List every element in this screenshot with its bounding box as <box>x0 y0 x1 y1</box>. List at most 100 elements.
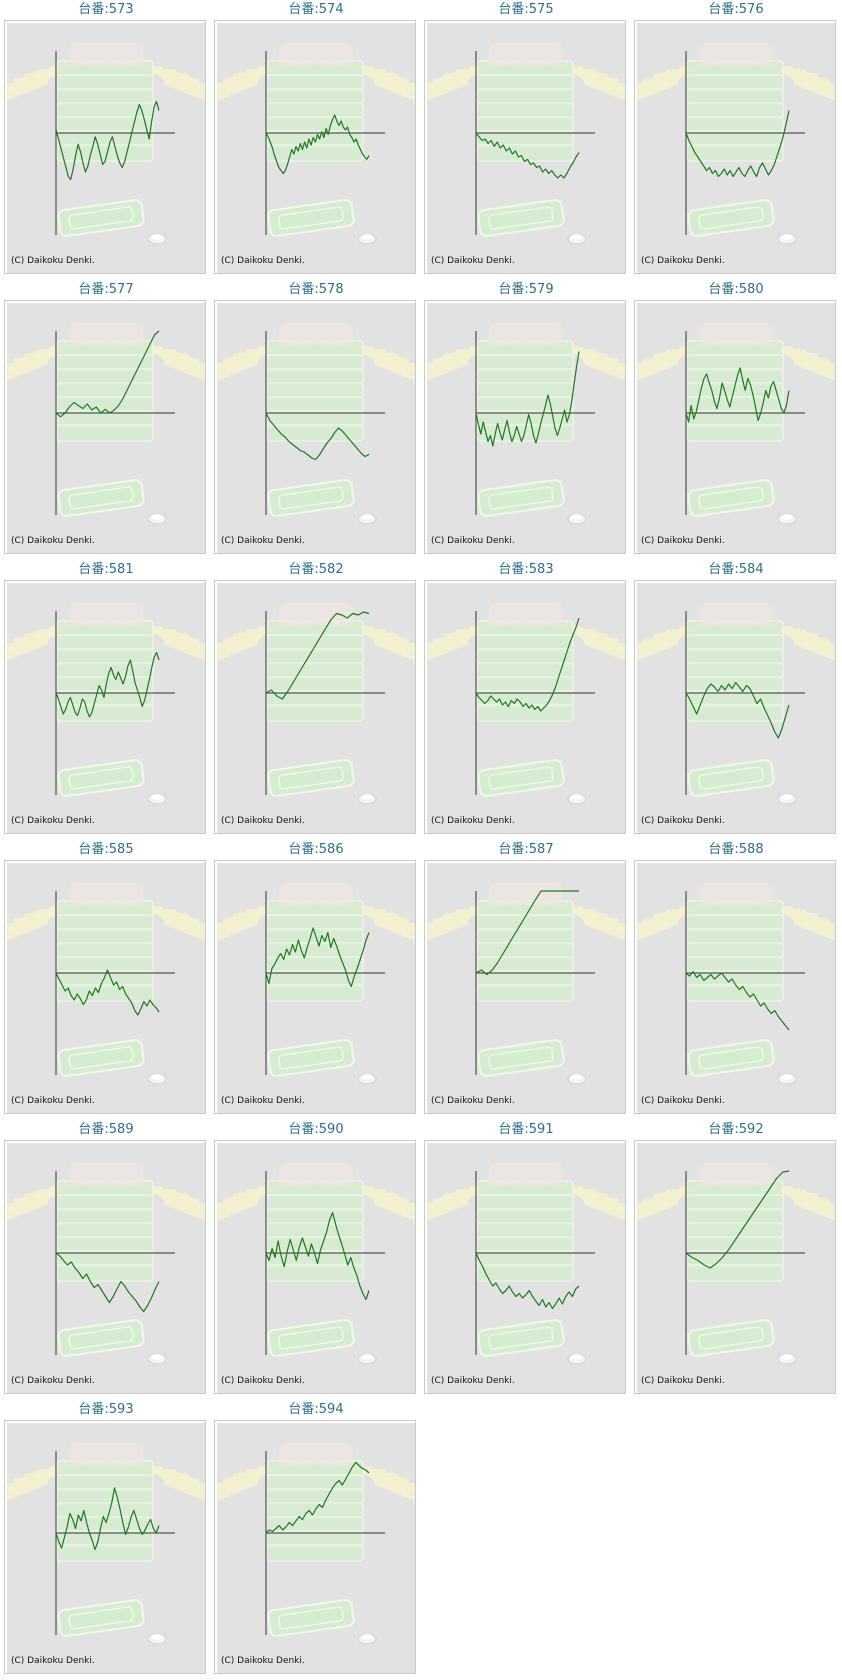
data-series-line <box>685 970 790 1031</box>
data-series-line <box>55 100 160 181</box>
data-series-line <box>265 927 370 988</box>
chart-panel: (C) Daikoku Denki. <box>424 20 626 274</box>
background-decoration <box>7 23 205 273</box>
chart-svg <box>7 863 205 1113</box>
copyright-text: (C) Daikoku Denki. <box>641 256 725 266</box>
chart-svg <box>427 863 625 1113</box>
background-decoration <box>427 1143 625 1393</box>
copyright-text: (C) Daikoku Denki. <box>221 816 305 826</box>
copyright-text: (C) Daikoku Denki. <box>221 1376 305 1386</box>
chart-cell: 台番:588 (C) Daikoku Denki. <box>631 840 841 1120</box>
chart-panel: (C) Daikoku Denki. <box>424 580 626 834</box>
data-series-line <box>55 1487 160 1551</box>
copyright-text: (C) Daikoku Denki. <box>431 816 515 826</box>
background-decoration <box>217 303 415 553</box>
chart-cell: 台番:589 (C) Daikoku Denki. <box>1 1120 211 1400</box>
chart-title: 台番:593 <box>78 1402 134 1417</box>
background-decoration <box>217 583 415 833</box>
chart-cell: 台番:583 (C) Daikoku Denki. <box>421 560 631 840</box>
background-decoration <box>427 23 625 273</box>
chart-title: 台番:589 <box>78 1122 134 1137</box>
chart-panel: (C) Daikoku Denki. <box>214 1420 416 1674</box>
chart-panel: (C) Daikoku Denki. <box>4 1140 206 1394</box>
chart-svg <box>427 23 625 273</box>
data-series-line <box>685 367 790 423</box>
chart-svg <box>637 863 835 1113</box>
data-series-line <box>55 330 160 418</box>
copyright-text: (C) Daikoku Denki. <box>11 1656 95 1666</box>
chart-title: 台番:580 <box>708 282 764 297</box>
copyright-text: (C) Daikoku Denki. <box>221 1096 305 1106</box>
chart-title: 台番:581 <box>78 562 134 577</box>
chart-cell: 台番:575 (C) Daikoku Denki. <box>421 0 631 280</box>
data-series-line <box>475 1252 580 1310</box>
chart-title: 台番:583 <box>498 562 554 577</box>
chart-svg <box>637 583 835 833</box>
chart-panel: (C) Daikoku Denki. <box>214 300 416 554</box>
chart-cell: 台番:593 (C) Daikoku Denki. <box>1 1400 211 1680</box>
chart-title: 台番:590 <box>288 1122 344 1137</box>
data-series-line <box>685 1170 790 1269</box>
chart-title: 台番:585 <box>78 842 134 857</box>
chart-title: 台番:573 <box>78 2 134 17</box>
background-decoration <box>217 1423 415 1673</box>
data-series-line <box>265 611 370 700</box>
background-decoration <box>637 1143 835 1393</box>
chart-panel: (C) Daikoku Denki. <box>214 860 416 1114</box>
data-series-line <box>55 969 160 1016</box>
copyright-text: (C) Daikoku Denki. <box>221 536 305 546</box>
chart-title: 台番:592 <box>708 1122 764 1137</box>
chart-panel: (C) Daikoku Denki. <box>634 300 836 554</box>
chart-cell: 台番:574 (C) Daikoku Denki. <box>211 0 421 280</box>
data-series-line <box>685 681 790 739</box>
chart-panel: (C) Daikoku Denki. <box>4 1420 206 1674</box>
chart-panel: (C) Daikoku Denki. <box>424 860 626 1114</box>
chart-panel: (C) Daikoku Denki. <box>634 860 836 1114</box>
chart-cell: 台番:594 (C) Daikoku Denki. <box>211 1400 421 1680</box>
chart-svg <box>427 303 625 553</box>
chart-svg <box>7 583 205 833</box>
chart-cell: 台番:579 (C) Daikoku Denki. <box>421 280 631 560</box>
chart-cell: 台番:578 (C) Daikoku Denki. <box>211 280 421 560</box>
chart-title: 台番:582 <box>288 562 344 577</box>
chart-panel: (C) Daikoku Denki. <box>4 20 206 274</box>
data-series-line <box>475 132 580 179</box>
background-decoration <box>427 863 625 1113</box>
chart-panel: (C) Daikoku Denki. <box>4 860 206 1114</box>
chart-svg <box>217 1423 415 1673</box>
copyright-text: (C) Daikoku Denki. <box>431 256 515 266</box>
chart-svg <box>637 303 835 553</box>
chart-title: 台番:594 <box>288 1402 344 1417</box>
data-series-line <box>265 1461 370 1534</box>
background-decoration <box>637 303 835 553</box>
copyright-text: (C) Daikoku Denki. <box>431 1376 515 1386</box>
chart-cell: 台番:584 (C) Daikoku Denki. <box>631 560 841 840</box>
chart-svg <box>637 23 835 273</box>
copyright-text: (C) Daikoku Denki. <box>641 1376 725 1386</box>
copyright-text: (C) Daikoku Denki. <box>11 1096 95 1106</box>
background-decoration <box>217 863 415 1113</box>
data-series-line <box>685 110 790 178</box>
chart-panel: (C) Daikoku Denki. <box>214 20 416 274</box>
chart-cell: 台番:586 (C) Daikoku Denki. <box>211 840 421 1120</box>
copyright-text: (C) Daikoku Denki. <box>221 1656 305 1666</box>
chart-panel: (C) Daikoku Denki. <box>634 20 836 274</box>
chart-title: 台番:591 <box>498 1122 554 1137</box>
chart-cell: 台番:576 (C) Daikoku Denki. <box>631 0 841 280</box>
data-series-line <box>55 651 160 718</box>
copyright-text: (C) Daikoku Denki. <box>11 1376 95 1386</box>
chart-title: 台番:584 <box>708 562 764 577</box>
chart-cell: 台番:573 (C) Daikoku Denki. <box>1 0 211 280</box>
chart-panel: (C) Daikoku Denki. <box>424 300 626 554</box>
chart-cell: 台番:590 (C) Daikoku Denki. <box>211 1120 421 1400</box>
chart-panel: (C) Daikoku Denki. <box>4 300 206 554</box>
copyright-text: (C) Daikoku Denki. <box>641 1096 725 1106</box>
copyright-text: (C) Daikoku Denki. <box>641 816 725 826</box>
chart-panel: (C) Daikoku Denki. <box>634 1140 836 1394</box>
copyright-text: (C) Daikoku Denki. <box>431 536 515 546</box>
background-decoration <box>7 583 205 833</box>
background-decoration <box>637 583 835 833</box>
background-decoration <box>7 303 205 553</box>
chart-title: 台番:588 <box>708 842 764 857</box>
